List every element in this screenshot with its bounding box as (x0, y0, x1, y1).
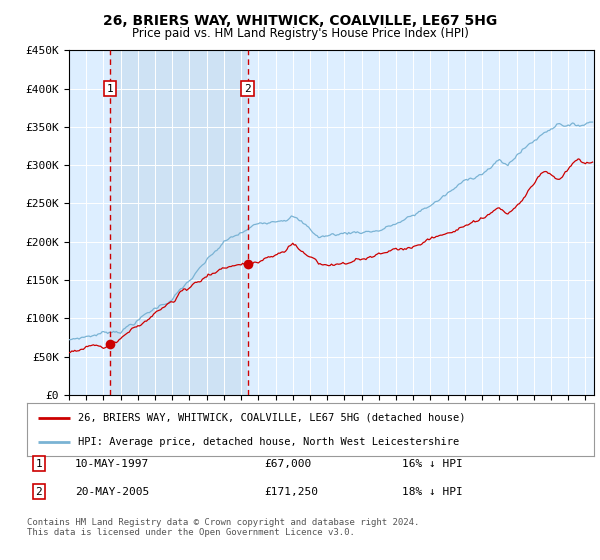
Text: HPI: Average price, detached house, North West Leicestershire: HPI: Average price, detached house, Nort… (78, 437, 459, 447)
Text: Price paid vs. HM Land Registry's House Price Index (HPI): Price paid vs. HM Land Registry's House … (131, 27, 469, 40)
Text: 26, BRIERS WAY, WHITWICK, COALVILLE, LE67 5HG (detached house): 26, BRIERS WAY, WHITWICK, COALVILLE, LE6… (78, 413, 466, 423)
Text: 18% ↓ HPI: 18% ↓ HPI (402, 487, 463, 497)
Text: 26, BRIERS WAY, WHITWICK, COALVILLE, LE67 5HG: 26, BRIERS WAY, WHITWICK, COALVILLE, LE6… (103, 14, 497, 28)
Text: 16% ↓ HPI: 16% ↓ HPI (402, 459, 463, 469)
Text: Contains HM Land Registry data © Crown copyright and database right 2024.
This d: Contains HM Land Registry data © Crown c… (27, 518, 419, 538)
Text: 1: 1 (35, 459, 43, 469)
Text: 2: 2 (244, 83, 251, 94)
Text: 2: 2 (35, 487, 43, 497)
Bar (110, 50, 247, 395)
Text: 20-MAY-2005: 20-MAY-2005 (75, 487, 149, 497)
Text: 1: 1 (106, 83, 113, 94)
Text: £171,250: £171,250 (264, 487, 318, 497)
Text: 10-MAY-1997: 10-MAY-1997 (75, 459, 149, 469)
Text: £67,000: £67,000 (264, 459, 311, 469)
